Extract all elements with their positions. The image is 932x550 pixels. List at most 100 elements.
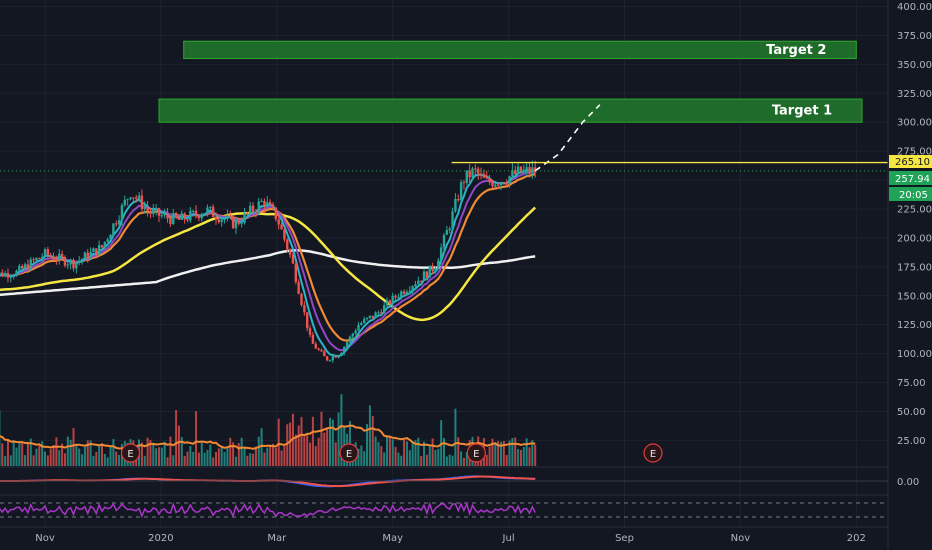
candle-body (382, 305, 386, 314)
volume-bar (283, 446, 286, 466)
candle-body (405, 291, 409, 294)
candle-body (334, 356, 337, 358)
countdown-tag (889, 187, 932, 201)
candle-body (154, 208, 158, 210)
price-tick-label: 125.00 (897, 320, 932, 331)
volume-bar (494, 444, 497, 466)
candle-body (251, 205, 255, 212)
candle-body (459, 182, 463, 201)
volume-bar (177, 425, 180, 466)
candle-body (63, 257, 67, 266)
earnings-marker-label: E (650, 449, 656, 460)
candle-body (374, 312, 377, 318)
candle-body (357, 324, 360, 331)
volume-bar (35, 448, 38, 466)
volume-bar (200, 443, 203, 466)
volume-bar (243, 446, 246, 466)
candle-body (451, 211, 454, 229)
volume-bar (326, 428, 329, 466)
candle-body (274, 207, 278, 220)
candle-body (442, 234, 446, 248)
volume-bar (420, 455, 423, 466)
candle-body (260, 200, 263, 202)
candle-body (231, 216, 235, 229)
candle-body (294, 263, 297, 283)
candle-body (380, 312, 383, 314)
candle-body (217, 219, 221, 223)
price-tick-label: 375.00 (897, 31, 932, 42)
candle-body (400, 291, 403, 298)
price-tick-label: 100.00 (897, 349, 932, 360)
volume-bar (414, 440, 417, 466)
volume-bar (448, 454, 451, 466)
volume-bar (115, 451, 118, 466)
time-tick-label: Sep (615, 533, 634, 544)
volume-bar (58, 450, 61, 466)
rsi-pane (0, 494, 888, 528)
candle-body (494, 184, 497, 187)
price-tick-label: 350.00 (897, 60, 932, 71)
time-tick-label: May (382, 533, 403, 544)
candle-body (240, 222, 243, 224)
candle-body (385, 300, 389, 306)
volume-bar (197, 452, 200, 466)
candle-body (522, 169, 525, 173)
candle-body (200, 215, 203, 219)
candle-body (192, 210, 195, 212)
volume-bar (403, 440, 406, 466)
candle-body (166, 213, 169, 219)
candle-body (283, 229, 286, 240)
candle-body (83, 252, 87, 259)
candle-body (123, 199, 126, 206)
candle-body (243, 212, 246, 223)
volume-bar (394, 446, 397, 466)
candle-body (360, 322, 363, 325)
candle-body (149, 210, 152, 214)
volume-bar (95, 451, 98, 466)
candle-body (391, 295, 394, 305)
candle-body (288, 249, 292, 255)
candle-body (0, 272, 1, 276)
candle-body (505, 183, 508, 185)
target-zone (183, 40, 857, 60)
volume-bar (18, 443, 21, 466)
candle-body (462, 182, 466, 184)
volume-bar (152, 444, 155, 466)
volume-bar (203, 452, 206, 466)
candle-body (49, 255, 52, 257)
candle-body (43, 249, 47, 257)
candle-body (86, 252, 89, 259)
volume-bar (217, 448, 220, 466)
candle-body (103, 241, 107, 248)
candle-body (499, 182, 503, 186)
volume-bar (460, 451, 463, 466)
volume-bar (272, 443, 274, 466)
candle-body (1, 272, 4, 277)
candle-body (457, 198, 460, 201)
target-zone (158, 98, 863, 123)
candle-body (268, 202, 272, 205)
candle-body (69, 259, 72, 265)
candle-body (277, 219, 280, 225)
candle-body (132, 197, 135, 199)
candle-body (479, 173, 483, 175)
volume-bar (103, 453, 106, 466)
price-tick-label: 225.00 (897, 204, 932, 215)
volume-bar (92, 455, 95, 466)
candle-body (135, 197, 138, 199)
volume-bar (38, 445, 41, 466)
candle-body (300, 293, 303, 305)
candle-body (345, 342, 349, 347)
volume-bar (257, 436, 260, 466)
volume-bar (266, 447, 269, 466)
earnings-marker-label: E (127, 449, 133, 460)
candle-body (528, 167, 531, 174)
volume-bar (497, 440, 500, 466)
target-zones: Target 1 Target 2 (158, 40, 863, 123)
candle-body (46, 249, 50, 256)
candle-body (9, 276, 12, 278)
volume-bar (320, 411, 323, 466)
volume-bar (1, 443, 4, 466)
candle-body (531, 167, 534, 174)
